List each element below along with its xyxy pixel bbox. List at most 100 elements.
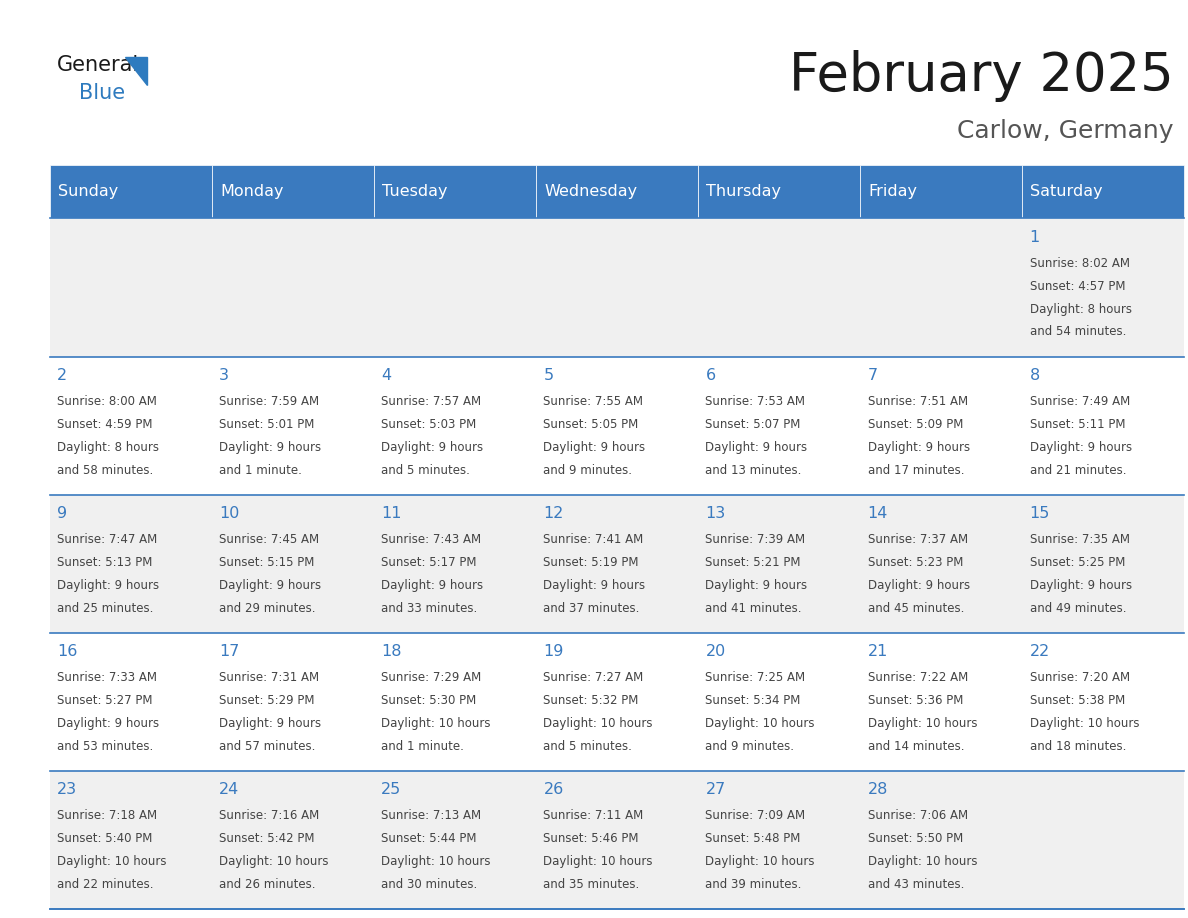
Text: Daylight: 9 hours: Daylight: 9 hours bbox=[57, 717, 159, 730]
Text: and 57 minutes.: and 57 minutes. bbox=[220, 740, 316, 753]
Bar bbox=[50, 633, 1184, 771]
Text: 22: 22 bbox=[1030, 644, 1050, 659]
Text: and 5 minutes.: and 5 minutes. bbox=[381, 464, 470, 476]
Text: Sunrise: 7:35 AM: Sunrise: 7:35 AM bbox=[1030, 533, 1130, 546]
Text: Daylight: 10 hours: Daylight: 10 hours bbox=[543, 855, 653, 868]
Text: 7: 7 bbox=[867, 367, 878, 383]
Text: Sunset: 5:17 PM: Sunset: 5:17 PM bbox=[381, 556, 476, 569]
Text: and 30 minutes.: and 30 minutes. bbox=[381, 878, 478, 890]
Text: and 25 minutes.: and 25 minutes. bbox=[57, 601, 153, 615]
Text: 21: 21 bbox=[867, 644, 887, 659]
Text: Sunset: 5:15 PM: Sunset: 5:15 PM bbox=[220, 556, 315, 569]
Text: 13: 13 bbox=[706, 506, 726, 521]
Text: 25: 25 bbox=[381, 782, 402, 797]
Bar bbox=[860, 165, 1023, 218]
Text: Daylight: 9 hours: Daylight: 9 hours bbox=[867, 579, 969, 592]
Text: Sunset: 5:48 PM: Sunset: 5:48 PM bbox=[706, 833, 801, 845]
Text: Sunset: 4:59 PM: Sunset: 4:59 PM bbox=[57, 418, 153, 431]
Text: Sunrise: 7:43 AM: Sunrise: 7:43 AM bbox=[381, 533, 481, 546]
Text: Sunset: 5:29 PM: Sunset: 5:29 PM bbox=[220, 694, 315, 707]
Text: Sunrise: 7:25 AM: Sunrise: 7:25 AM bbox=[706, 671, 805, 684]
Text: 19: 19 bbox=[543, 644, 564, 659]
Text: 12: 12 bbox=[543, 506, 564, 521]
Text: Daylight: 10 hours: Daylight: 10 hours bbox=[57, 855, 166, 868]
Text: and 17 minutes.: and 17 minutes. bbox=[867, 464, 965, 476]
Text: and 58 minutes.: and 58 minutes. bbox=[57, 464, 153, 476]
Text: Sunset: 5:38 PM: Sunset: 5:38 PM bbox=[1030, 694, 1125, 707]
Text: Sunrise: 7:22 AM: Sunrise: 7:22 AM bbox=[867, 671, 968, 684]
Text: and 5 minutes.: and 5 minutes. bbox=[543, 740, 632, 753]
Text: Daylight: 9 hours: Daylight: 9 hours bbox=[220, 579, 322, 592]
Text: Sunset: 5:42 PM: Sunset: 5:42 PM bbox=[220, 833, 315, 845]
Text: Sunset: 5:19 PM: Sunset: 5:19 PM bbox=[543, 556, 639, 569]
Text: Monday: Monday bbox=[220, 185, 284, 199]
Bar bbox=[211, 165, 374, 218]
Text: Daylight: 10 hours: Daylight: 10 hours bbox=[543, 717, 653, 730]
Text: and 43 minutes.: and 43 minutes. bbox=[867, 878, 963, 890]
Text: and 1 minute.: and 1 minute. bbox=[381, 740, 465, 753]
Text: Sunset: 5:21 PM: Sunset: 5:21 PM bbox=[706, 556, 801, 569]
Text: Sunrise: 7:47 AM: Sunrise: 7:47 AM bbox=[57, 533, 158, 546]
Text: Daylight: 10 hours: Daylight: 10 hours bbox=[381, 855, 491, 868]
Text: Sunrise: 7:45 AM: Sunrise: 7:45 AM bbox=[220, 533, 320, 546]
Text: Daylight: 9 hours: Daylight: 9 hours bbox=[220, 441, 322, 453]
Text: Sunset: 5:23 PM: Sunset: 5:23 PM bbox=[867, 556, 963, 569]
Text: Daylight: 9 hours: Daylight: 9 hours bbox=[1030, 441, 1132, 453]
Text: 27: 27 bbox=[706, 782, 726, 797]
Text: Daylight: 9 hours: Daylight: 9 hours bbox=[543, 579, 645, 592]
Text: and 37 minutes.: and 37 minutes. bbox=[543, 601, 640, 615]
Text: Sunrise: 7:49 AM: Sunrise: 7:49 AM bbox=[1030, 396, 1130, 409]
Text: Sunrise: 7:06 AM: Sunrise: 7:06 AM bbox=[867, 810, 968, 823]
Text: and 21 minutes.: and 21 minutes. bbox=[1030, 464, 1126, 476]
Text: Sunset: 5:40 PM: Sunset: 5:40 PM bbox=[57, 833, 152, 845]
Text: and 18 minutes.: and 18 minutes. bbox=[1030, 740, 1126, 753]
Text: Wednesday: Wednesday bbox=[544, 185, 637, 199]
Text: 26: 26 bbox=[543, 782, 563, 797]
Text: Sunset: 5:30 PM: Sunset: 5:30 PM bbox=[381, 694, 476, 707]
Text: 20: 20 bbox=[706, 644, 726, 659]
Text: Sunset: 5:05 PM: Sunset: 5:05 PM bbox=[543, 418, 639, 431]
Text: Friday: Friday bbox=[868, 185, 917, 199]
Text: Sunrise: 7:33 AM: Sunrise: 7:33 AM bbox=[57, 671, 157, 684]
Text: Sunrise: 7:41 AM: Sunrise: 7:41 AM bbox=[543, 533, 644, 546]
Text: Thursday: Thursday bbox=[707, 185, 782, 199]
Text: 4: 4 bbox=[381, 367, 392, 383]
Bar bbox=[50, 771, 1184, 909]
Text: Daylight: 9 hours: Daylight: 9 hours bbox=[706, 579, 808, 592]
Text: Sunset: 5:13 PM: Sunset: 5:13 PM bbox=[57, 556, 152, 569]
Text: Sunrise: 7:18 AM: Sunrise: 7:18 AM bbox=[57, 810, 157, 823]
Text: and 14 minutes.: and 14 minutes. bbox=[867, 740, 965, 753]
Text: Daylight: 9 hours: Daylight: 9 hours bbox=[57, 579, 159, 592]
Text: 14: 14 bbox=[867, 506, 887, 521]
Text: Sunrise: 7:11 AM: Sunrise: 7:11 AM bbox=[543, 810, 644, 823]
Text: Daylight: 10 hours: Daylight: 10 hours bbox=[867, 855, 977, 868]
Text: 9: 9 bbox=[57, 506, 68, 521]
Text: and 35 minutes.: and 35 minutes. bbox=[543, 878, 639, 890]
Text: Sunset: 5:50 PM: Sunset: 5:50 PM bbox=[867, 833, 962, 845]
Text: Sunrise: 7:29 AM: Sunrise: 7:29 AM bbox=[381, 671, 481, 684]
Bar bbox=[536, 165, 699, 218]
Text: and 9 minutes.: and 9 minutes. bbox=[706, 740, 795, 753]
Text: and 22 minutes.: and 22 minutes. bbox=[57, 878, 153, 890]
Text: 11: 11 bbox=[381, 506, 402, 521]
Text: Sunset: 5:03 PM: Sunset: 5:03 PM bbox=[381, 418, 476, 431]
Text: and 33 minutes.: and 33 minutes. bbox=[381, 601, 478, 615]
Text: and 9 minutes.: and 9 minutes. bbox=[543, 464, 632, 476]
Text: Sunset: 5:01 PM: Sunset: 5:01 PM bbox=[220, 418, 315, 431]
Text: Sunset: 5:34 PM: Sunset: 5:34 PM bbox=[706, 694, 801, 707]
Text: Daylight: 10 hours: Daylight: 10 hours bbox=[220, 855, 329, 868]
Text: Daylight: 10 hours: Daylight: 10 hours bbox=[867, 717, 977, 730]
Text: 23: 23 bbox=[57, 782, 77, 797]
Text: Tuesday: Tuesday bbox=[383, 185, 448, 199]
Text: Saturday: Saturday bbox=[1030, 185, 1104, 199]
Polygon shape bbox=[125, 57, 147, 85]
Text: Daylight: 10 hours: Daylight: 10 hours bbox=[1030, 717, 1139, 730]
Bar bbox=[50, 356, 1184, 495]
Text: Sunset: 5:25 PM: Sunset: 5:25 PM bbox=[1030, 556, 1125, 569]
Text: Daylight: 9 hours: Daylight: 9 hours bbox=[867, 441, 969, 453]
Text: Sunset: 5:36 PM: Sunset: 5:36 PM bbox=[867, 694, 963, 707]
Text: Sunset: 5:11 PM: Sunset: 5:11 PM bbox=[1030, 418, 1125, 431]
Text: 1: 1 bbox=[1030, 230, 1040, 244]
Text: Sunrise: 7:09 AM: Sunrise: 7:09 AM bbox=[706, 810, 805, 823]
Text: Daylight: 10 hours: Daylight: 10 hours bbox=[381, 717, 491, 730]
